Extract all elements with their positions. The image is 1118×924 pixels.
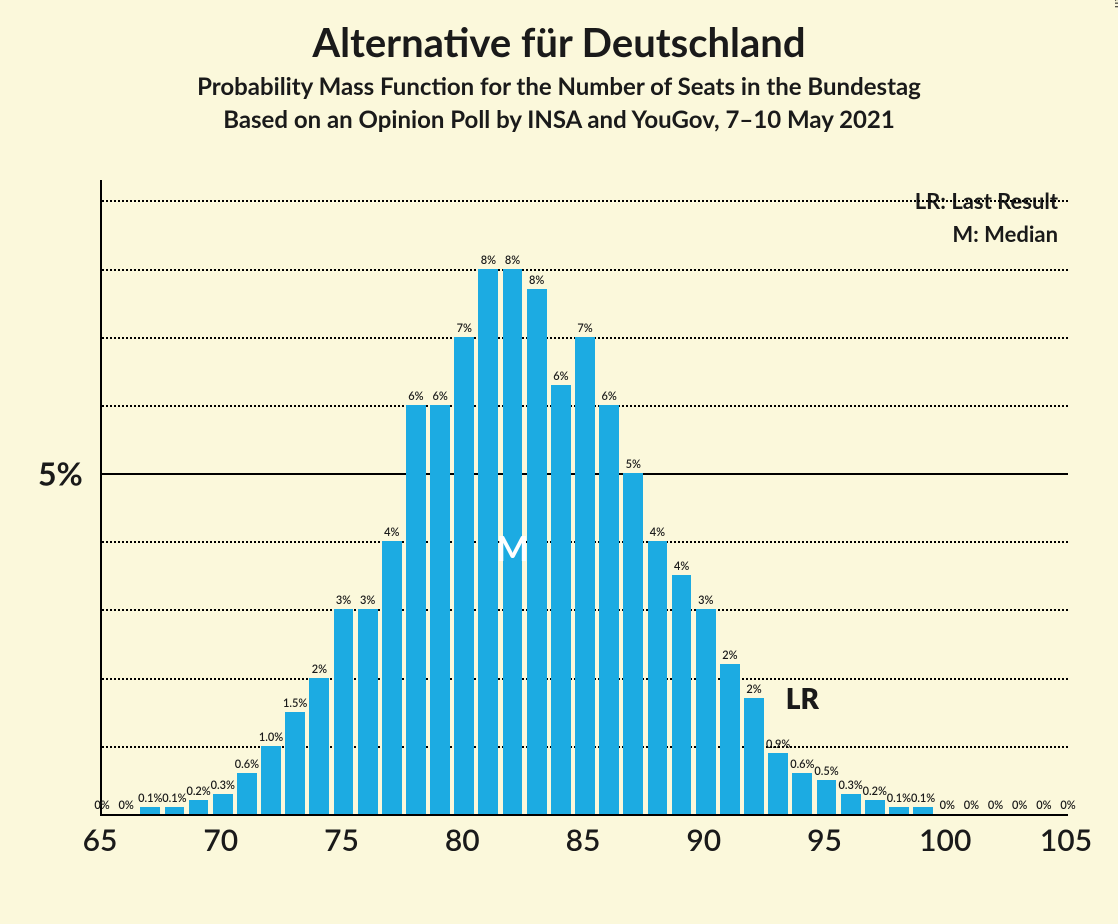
bar-label: 7% <box>457 322 472 335</box>
bar-label: 0% <box>964 799 979 812</box>
bar <box>696 609 716 814</box>
plot-area: LR: Last Result M: Median 0%0%0.1%0.1%0.… <box>100 180 1068 816</box>
bar-label: 0% <box>988 799 1003 812</box>
x-axis: 65707580859095100105 <box>100 816 1068 864</box>
bar <box>165 807 185 814</box>
bar-label: 3% <box>336 594 351 607</box>
bar <box>189 800 209 814</box>
bar-label: 0% <box>1036 799 1051 812</box>
bar <box>478 269 498 814</box>
last-result-marker: LR <box>786 681 819 715</box>
bar-label: 0.1% <box>911 792 935 805</box>
bar-label: 0.9% <box>766 738 790 751</box>
bar <box>527 289 547 814</box>
chart-subtitle-1: Probability Mass Function for the Number… <box>0 72 1118 101</box>
bar <box>334 609 354 814</box>
bar-label: 0% <box>1012 799 1027 812</box>
bar-label: 4% <box>674 560 689 573</box>
bar-label: 0.2% <box>863 785 887 798</box>
x-tick-label: 90 <box>686 822 721 858</box>
bar <box>261 746 281 814</box>
bar-label: 6% <box>601 390 616 403</box>
legend: LR: Last Result M: Median <box>915 184 1058 250</box>
bar <box>382 541 402 814</box>
bar-label: 5% <box>626 458 641 471</box>
bar-label: 0.1% <box>887 792 911 805</box>
bar-label: 0% <box>1060 799 1075 812</box>
bar <box>599 405 619 814</box>
bar-label: 6% <box>432 390 447 403</box>
copyright-text: © 2021 Filip van Laenen <box>1112 0 1118 8</box>
bar-label: 4% <box>384 526 399 539</box>
bar-label: 0% <box>118 799 133 812</box>
bar <box>406 405 426 814</box>
bar-label: 1.5% <box>283 697 307 710</box>
bar-label: 3% <box>360 594 375 607</box>
bar <box>648 541 668 814</box>
bar-label: 0.3% <box>211 779 235 792</box>
bar-label: 0.6% <box>790 758 814 771</box>
bar <box>913 807 933 814</box>
legend-m: M: Median <box>915 217 1058 250</box>
bar <box>672 575 692 814</box>
bar-label: 0.5% <box>814 765 838 778</box>
x-tick-label: 105 <box>1040 822 1092 858</box>
bar <box>454 337 474 814</box>
bar-label: 0% <box>94 799 109 812</box>
bar <box>841 794 861 814</box>
bar <box>140 807 160 814</box>
bar <box>768 753 788 814</box>
bar <box>817 780 837 814</box>
bar-label: 6% <box>553 370 568 383</box>
x-tick-label: 95 <box>807 822 842 858</box>
x-tick-label: 80 <box>445 822 480 858</box>
bar <box>720 664 740 814</box>
chart-area: 5% LR: Last Result M: Median 0%0%0.1%0.1… <box>40 180 1078 864</box>
chart-subtitle-2: Based on an Opinion Poll by INSA and You… <box>0 105 1118 134</box>
x-tick-label: 100 <box>919 822 971 858</box>
bar <box>551 385 571 814</box>
bar-label: 0.3% <box>838 779 862 792</box>
bar <box>744 698 764 814</box>
bar <box>792 773 812 814</box>
bar-label: 0.1% <box>138 792 162 805</box>
bar <box>575 337 595 814</box>
bar-label: 8% <box>529 274 544 287</box>
bar-label: 2% <box>746 683 761 696</box>
gridline-minor <box>102 269 1068 271</box>
median-marker: M <box>496 528 528 569</box>
x-tick-label: 70 <box>203 822 238 858</box>
bar-label: 6% <box>408 390 423 403</box>
chart-title: Alternative für Deutschland <box>0 18 1118 66</box>
bar-label: 2% <box>312 663 327 676</box>
bar-label: 7% <box>577 322 592 335</box>
x-tick-label: 85 <box>566 822 601 858</box>
bar <box>285 712 305 814</box>
bar-label: 0.6% <box>235 758 259 771</box>
bar-label: 3% <box>698 594 713 607</box>
page: © 2021 Filip van Laenen Alternative für … <box>0 0 1118 924</box>
bar-label: 0.2% <box>186 785 210 798</box>
gridline-minor <box>102 200 1068 202</box>
bar-label: 8% <box>505 254 520 267</box>
titles-block: Alternative für Deutschland Probability … <box>0 0 1118 134</box>
bar <box>623 473 643 814</box>
bar <box>309 678 329 814</box>
x-tick-label: 65 <box>83 822 118 858</box>
bar-label: 1.0% <box>259 731 283 744</box>
bar <box>213 794 233 814</box>
bar-label: 2% <box>722 649 737 662</box>
bar <box>865 800 885 814</box>
bar-label: 8% <box>481 254 496 267</box>
bar-label: 0% <box>940 799 955 812</box>
y-axis-label: 5% <box>38 454 83 493</box>
bar <box>889 807 909 814</box>
x-tick-label: 75 <box>324 822 359 858</box>
bar <box>430 405 450 814</box>
bar <box>237 773 257 814</box>
bar-label: 4% <box>650 526 665 539</box>
bar-label: 0.1% <box>162 792 186 805</box>
bar <box>358 609 378 814</box>
